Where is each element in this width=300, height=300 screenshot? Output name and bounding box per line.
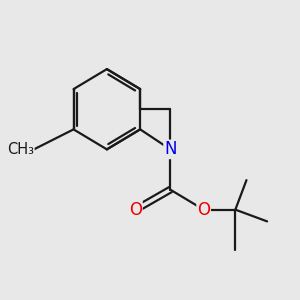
Text: N: N [164, 140, 177, 158]
Text: O: O [129, 201, 142, 219]
Text: O: O [197, 201, 210, 219]
Text: CH₃: CH₃ [7, 142, 34, 157]
